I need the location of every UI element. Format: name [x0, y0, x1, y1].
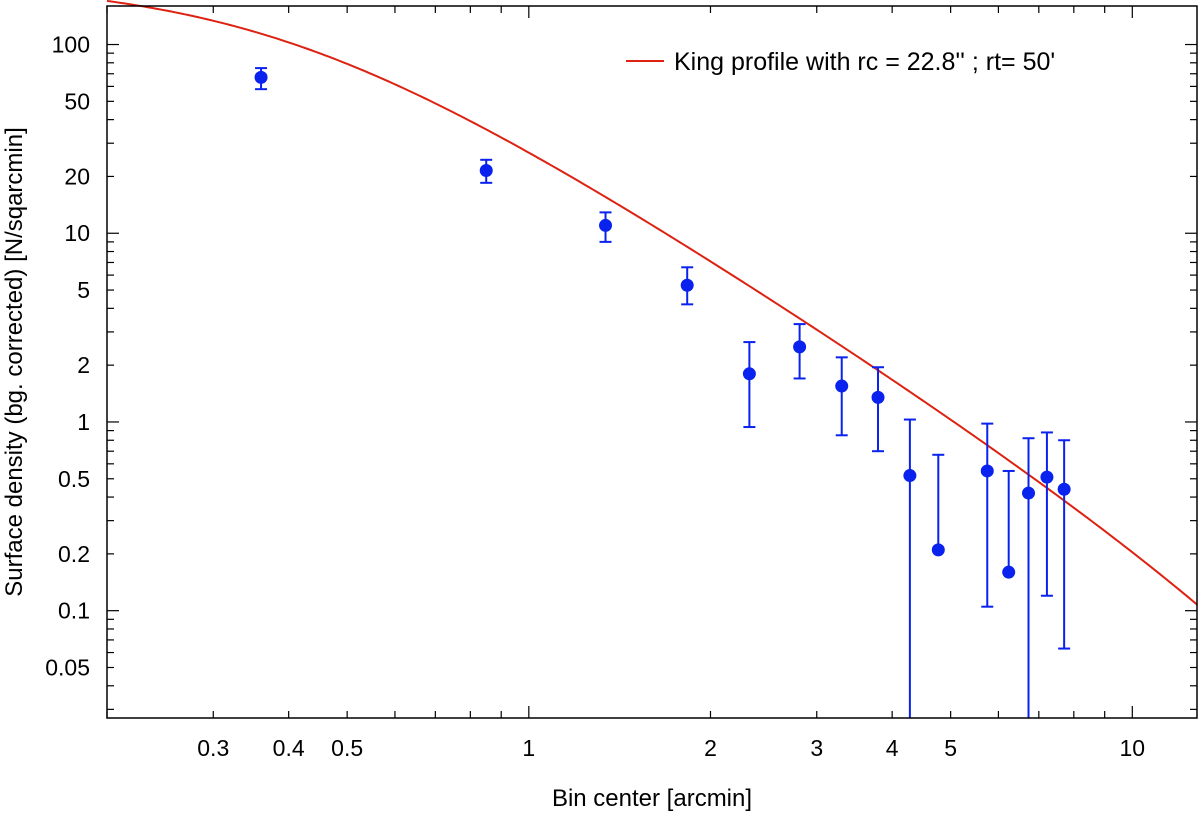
data-point: [871, 366, 885, 453]
data-marker: [680, 278, 694, 292]
x-tick-label: 5: [944, 735, 957, 761]
y-tick-label: 0.1: [58, 598, 90, 624]
x-axis-title: Bin center [arcmin]: [552, 785, 752, 812]
data-point: [1022, 437, 1036, 718]
x-tick-label: 10: [1120, 735, 1146, 761]
y-tick-label: 0.5: [58, 466, 90, 492]
x-tick-label: 4: [886, 735, 899, 761]
data-marker: [903, 469, 917, 483]
data-point: [742, 341, 756, 429]
axis-ticks: [106, 6, 1197, 718]
y-tick-label: 50: [64, 88, 90, 114]
x-tick-label: 2: [704, 735, 717, 761]
x-tick-labels: 0.3 0.4 0.5 1 2 3 4 5 10: [197, 735, 1145, 761]
y-tick-label: 10: [64, 220, 90, 246]
x-tick-label: 0.4: [273, 735, 305, 761]
x-tick-label: 1: [522, 735, 535, 761]
y-tick-label: 1: [77, 409, 90, 435]
data-marker: [793, 340, 807, 354]
data-marker: [1002, 565, 1016, 579]
king-profile-line: [106, 0, 1198, 606]
legend-label: King profile with rc = 22.8'' ; rt= 50': [674, 48, 1055, 76]
data-marker: [931, 543, 945, 557]
king-profile-series: [106, 0, 1198, 606]
data-marker: [835, 379, 849, 393]
y-tick-label: 0.2: [58, 541, 90, 567]
data-point: [479, 158, 493, 184]
legend: King profile with rc = 22.8'' ; rt= 50': [626, 48, 1055, 76]
data-point: [903, 418, 917, 718]
data-point: [980, 422, 994, 608]
data-point: [1002, 469, 1016, 579]
data-point: [1057, 439, 1071, 650]
x-tick-label: 0.3: [197, 735, 229, 761]
y-tick-label: 20: [64, 163, 90, 189]
x-tick-label: 0.5: [331, 735, 363, 761]
y-axis-title: Surface density (bg. corrected) [N/sqarc…: [1, 127, 28, 597]
data-point: [1040, 431, 1054, 597]
x-tick-label: 3: [810, 735, 823, 761]
y-tick-label: 5: [77, 277, 90, 303]
y-tick-labels: 0.05 0.1 0.2 0.5 1 2 5 10 20 50 100: [45, 32, 90, 681]
data-marker: [479, 164, 493, 178]
y-tick-label: 100: [52, 32, 90, 58]
data-point: [835, 356, 849, 437]
data-point: [793, 323, 807, 380]
data-marker: [599, 218, 613, 232]
data-marker: [742, 367, 756, 381]
data-point: [254, 67, 268, 91]
observed-density-series: [254, 67, 1071, 718]
data-point: [680, 266, 694, 306]
y-tick-label: 0.05: [45, 654, 90, 680]
data-marker: [254, 70, 268, 84]
data-marker: [1022, 486, 1036, 500]
data-marker: [871, 390, 885, 404]
data-marker: [980, 464, 994, 478]
data-point: [599, 211, 613, 243]
data-marker: [1057, 482, 1071, 496]
y-tick-label: 2: [77, 352, 90, 378]
plot-frame: [106, 5, 1198, 719]
data-point: [931, 453, 945, 557]
plot-area: [107, 6, 1197, 718]
data-marker: [1040, 470, 1054, 484]
